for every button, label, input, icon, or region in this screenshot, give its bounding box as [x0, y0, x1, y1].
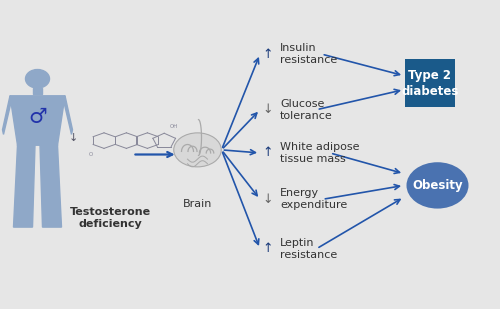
Text: ↓: ↓: [262, 193, 273, 206]
Polygon shape: [14, 145, 35, 227]
Ellipse shape: [406, 162, 469, 209]
Ellipse shape: [174, 133, 221, 167]
Text: Energy
expenditure: Energy expenditure: [280, 188, 347, 210]
Polygon shape: [2, 96, 12, 134]
Polygon shape: [40, 145, 62, 227]
Polygon shape: [64, 96, 72, 134]
Text: Brain: Brain: [183, 199, 212, 209]
Text: Leptin
resistance: Leptin resistance: [280, 238, 337, 260]
Text: White adipose
tissue mass: White adipose tissue mass: [280, 142, 359, 164]
Text: Type 2
diabetes: Type 2 diabetes: [402, 69, 458, 98]
FancyBboxPatch shape: [405, 59, 455, 107]
Text: ↑: ↑: [262, 146, 273, 159]
Text: ↑: ↑: [262, 48, 273, 61]
Text: O: O: [88, 152, 93, 157]
Text: Glucose
tolerance: Glucose tolerance: [280, 99, 333, 121]
Ellipse shape: [26, 70, 50, 88]
Text: ↓: ↓: [68, 133, 78, 143]
Text: OH: OH: [170, 124, 178, 129]
Polygon shape: [32, 88, 42, 94]
Text: ↓: ↓: [262, 103, 273, 116]
Text: ↑: ↑: [262, 242, 273, 255]
Text: Testosterone
deficiency: Testosterone deficiency: [70, 207, 150, 229]
Text: Obesity: Obesity: [412, 179, 463, 192]
Text: Insulin
resistance: Insulin resistance: [280, 43, 337, 65]
Text: ♂: ♂: [28, 108, 47, 127]
Polygon shape: [10, 96, 65, 145]
